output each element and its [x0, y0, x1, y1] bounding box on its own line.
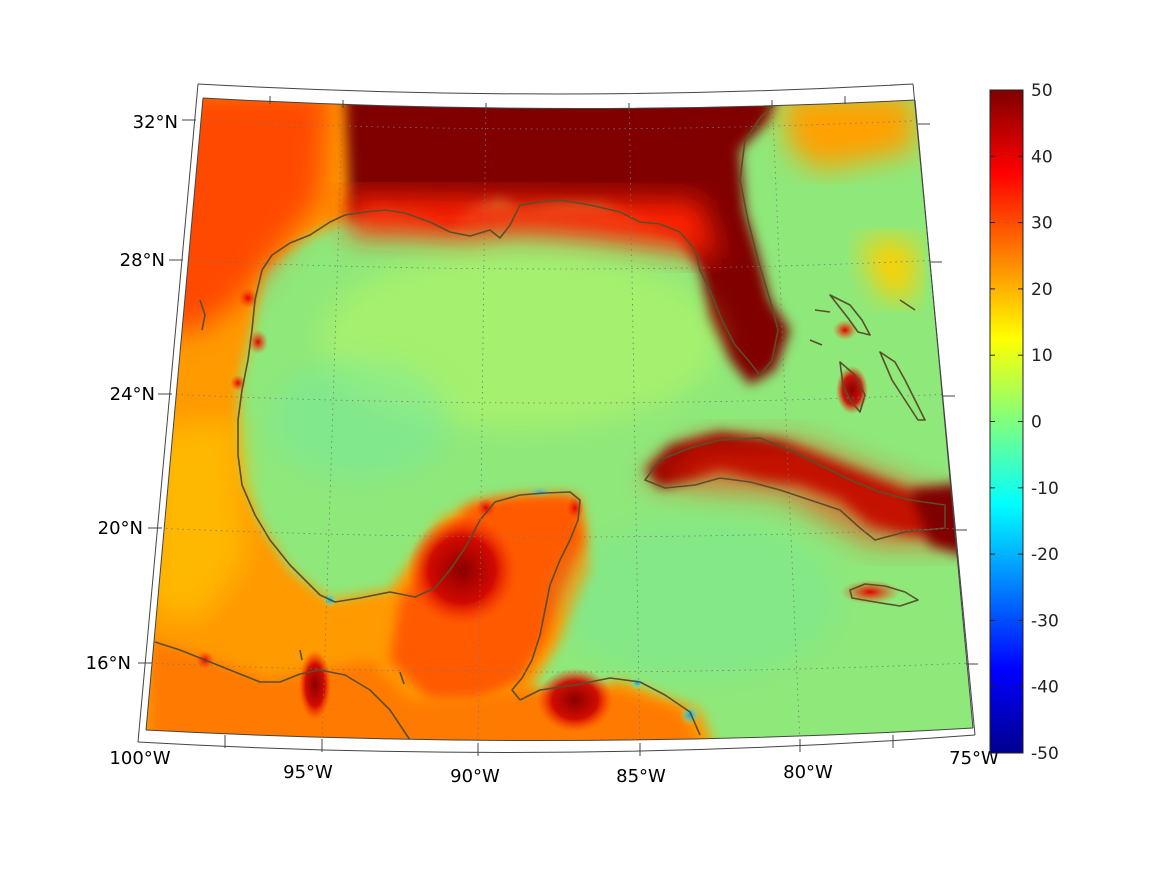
- central-america-coast: [519, 677, 701, 736]
- lon-label-95: 95°W: [283, 762, 333, 783]
- jamaica-coast: [849, 583, 919, 607]
- colorbar: 50 40 30 20 10 0 -10 -20 -30 -40 -50: [989, 81, 1059, 764]
- lon-label-75: 75°W: [949, 748, 999, 769]
- colorbar-tick-label: 40: [1031, 147, 1053, 167]
- colorbar-tick-label: 10: [1031, 346, 1053, 366]
- colorbar-tick-label: 0: [1031, 413, 1042, 433]
- lat-line-20: [154, 527, 961, 538]
- colorbar-tick-label: -20: [1031, 545, 1059, 565]
- lat-line-16: [146, 662, 971, 673]
- lon-line-85: [628, 98, 641, 741]
- map-frame: [137, 83, 978, 756]
- colorbar-ticks: 50 40 30 20 10 0 -10 -20 -30 -40 -50: [990, 81, 1059, 764]
- colorbar-tick-label: 50: [1031, 81, 1053, 101]
- mexico-pacific-coast: [154, 641, 411, 741]
- yucatan-east-coast: [511, 539, 571, 701]
- southeast-us-land: [345, 98, 790, 385]
- lat-line-32: [189, 119, 931, 130]
- colorbar-gradient: [989, 89, 1024, 754]
- coastlines: [154, 107, 946, 741]
- colorbar-tick-label: 30: [1031, 214, 1053, 234]
- lon-line-90: [477, 98, 487, 741]
- lat-label-16: 16°N: [86, 653, 131, 674]
- colorbar-tick-label: -40: [1031, 678, 1059, 698]
- lat-label-20: 20°N: [98, 518, 143, 539]
- lon-label-100: 100°W: [109, 748, 170, 769]
- lon-line-95: [321, 98, 344, 741]
- lat-label-32: 32°N: [133, 112, 178, 133]
- lat-labels: 32°N 28°N 24°N 20°N 16°N: [86, 112, 178, 674]
- lon-label-85: 85°W: [616, 766, 666, 787]
- colorbar-tick-label: 20: [1031, 280, 1053, 300]
- lon-label-90: 90°W: [450, 766, 500, 787]
- lon-label-80: 80°W: [783, 762, 833, 783]
- colorbar-tick-label: -10: [1031, 479, 1059, 499]
- colorbar-tick-label: -30: [1031, 611, 1059, 631]
- us-gulf-coast: [261, 107, 779, 376]
- map-field: [146, 98, 973, 741]
- lat-label-28: 28°N: [120, 250, 165, 271]
- graticule: [146, 98, 971, 741]
- mexico-gulf-coast: [237, 269, 581, 603]
- lon-labels: 100°W 95°W 90°W 85°W 80°W 75°W: [109, 748, 999, 787]
- colorbar-tick-label: -50: [1031, 744, 1059, 764]
- bahamas-coast: [809, 294, 926, 421]
- lon-line-80: [771, 98, 801, 741]
- lat-label-24: 24°N: [110, 384, 155, 405]
- cuba-coast: [644, 437, 946, 541]
